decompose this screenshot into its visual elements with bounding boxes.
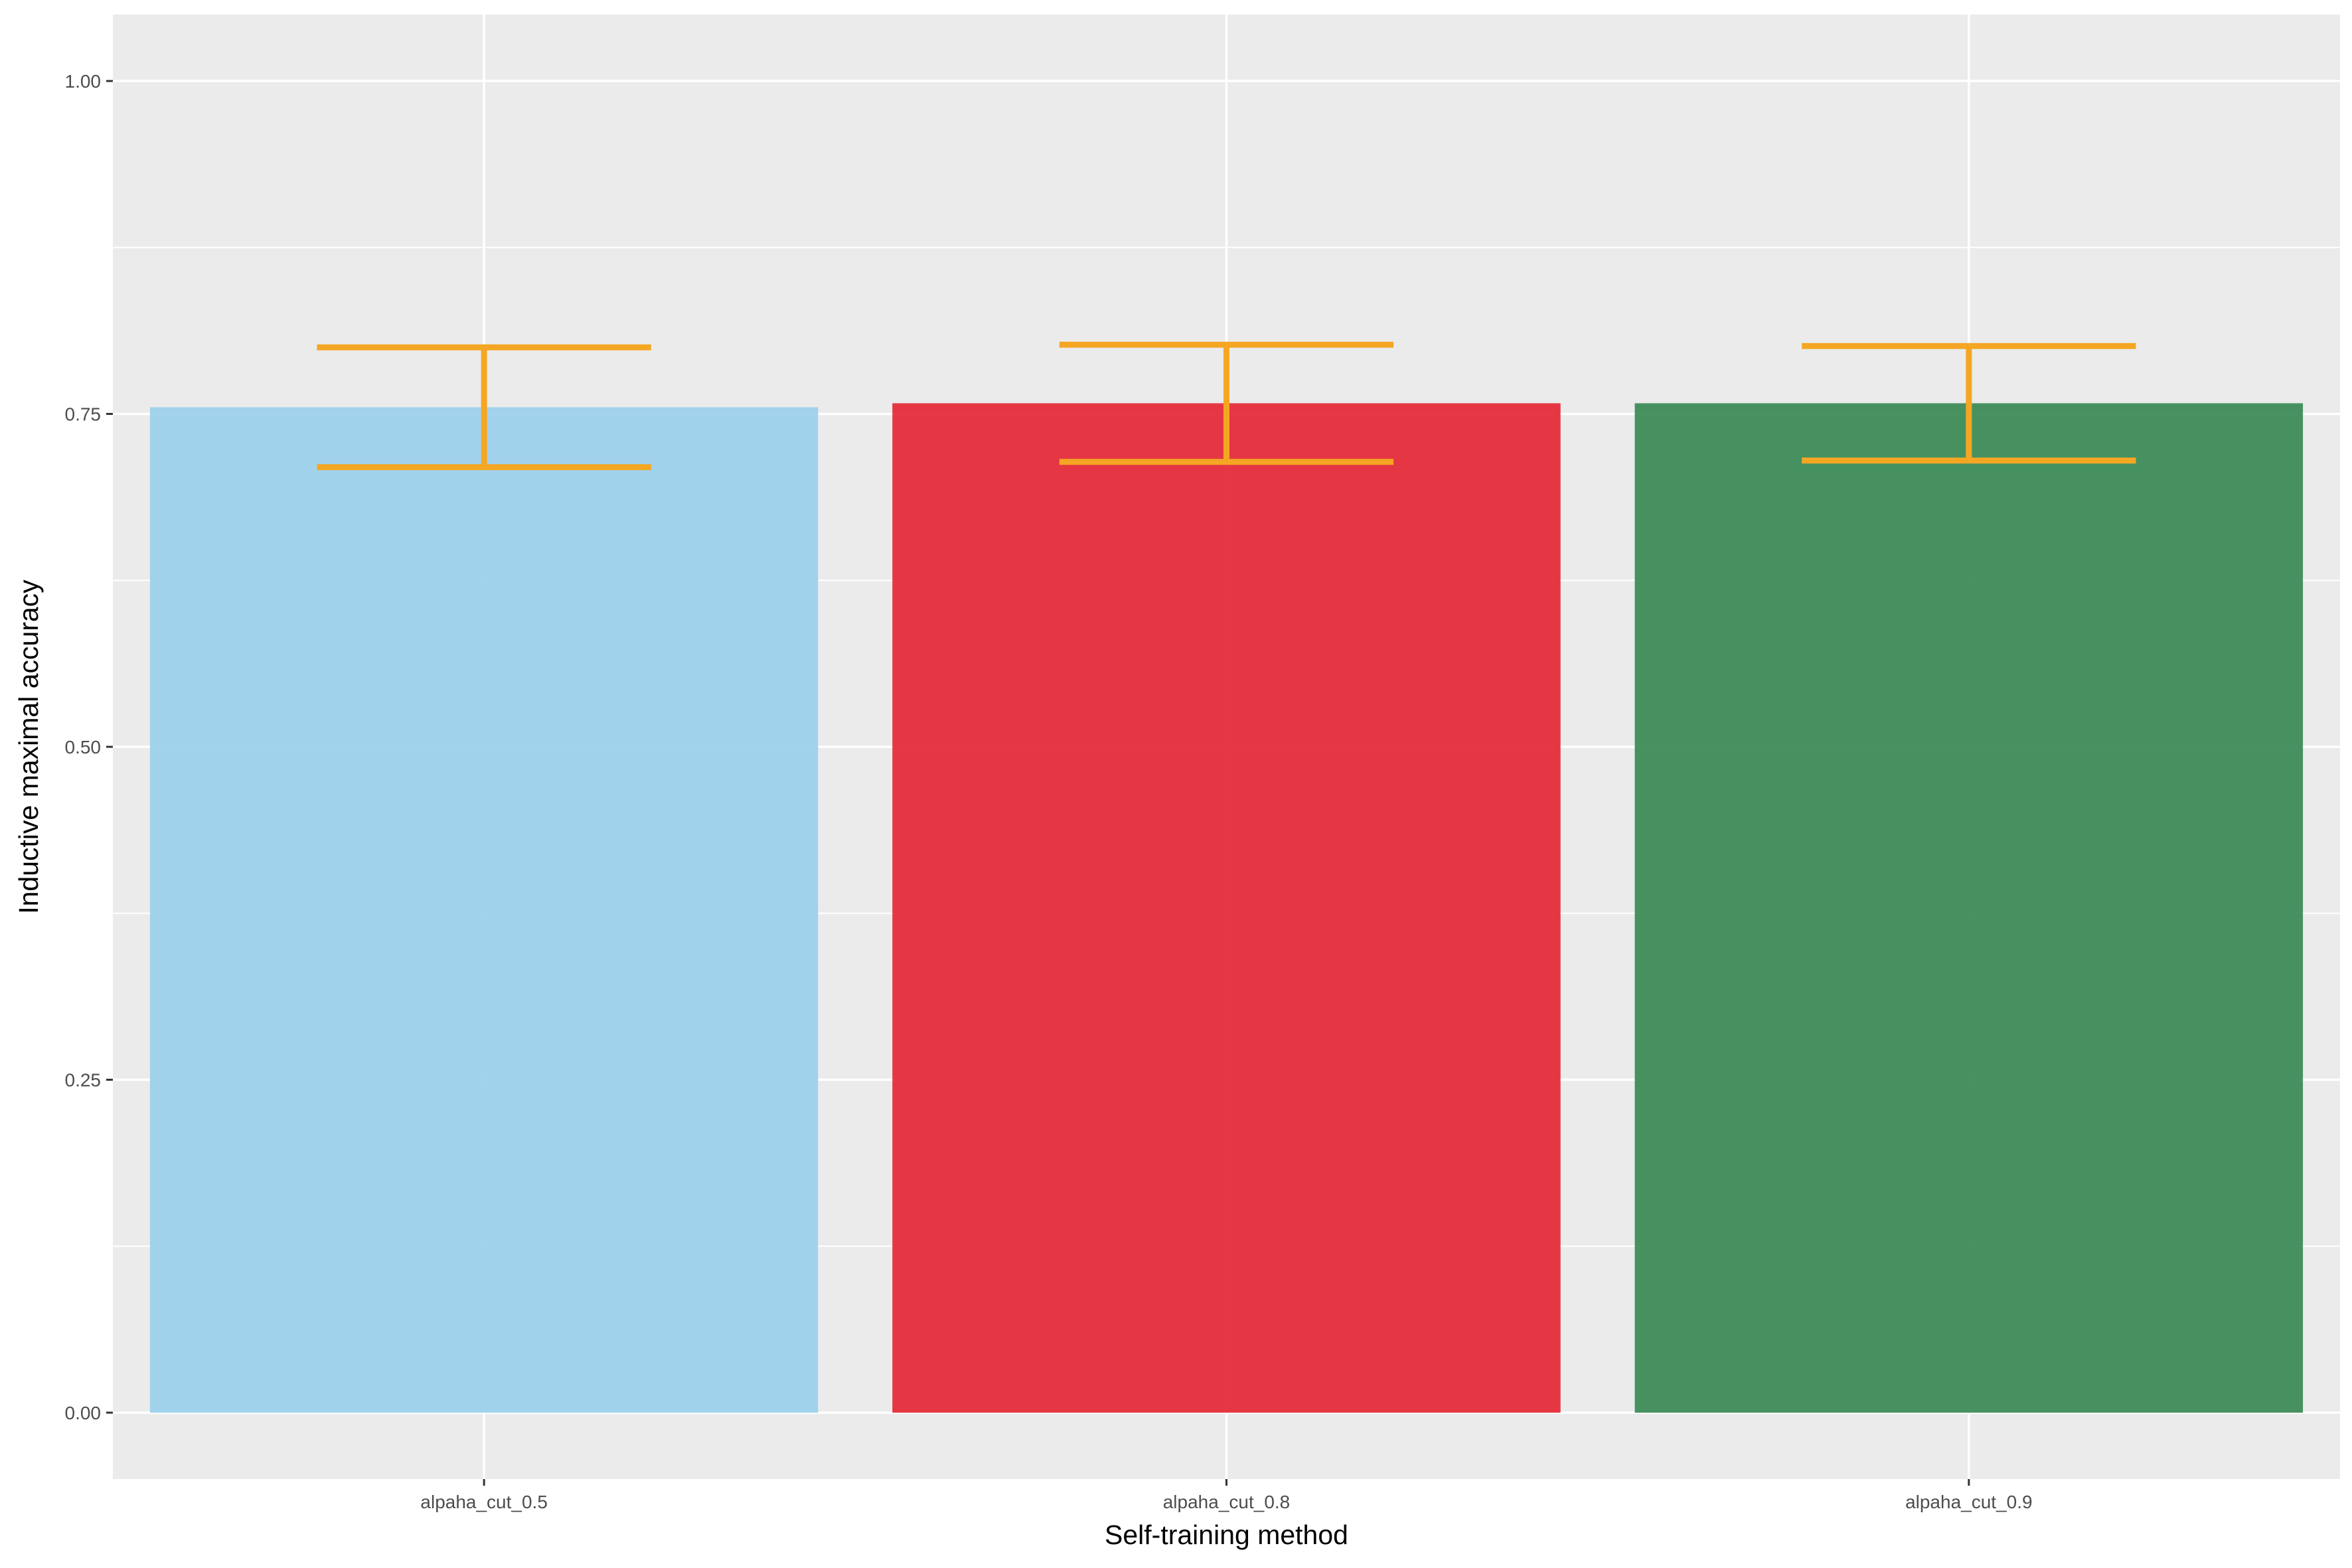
y-tick-label: 0.50 [65,737,102,757]
x-axis-title: Self-training method [1105,1520,1348,1550]
bars [149,403,2304,1413]
bar-alpaha_cut_0.9 [1634,403,2304,1413]
x-tick-label: alpaha_cut_0.5 [420,1492,548,1512]
error-bar-alpaha_cut_0.5 [317,344,651,471]
bar-alpaha_cut_0.8 [892,403,1561,1413]
bar-alpaha_cut_0.5 [149,407,819,1413]
x-tick-label: alpaha_cut_0.8 [1163,1492,1291,1512]
error-bars [317,341,2136,471]
error-bar-alpaha_cut_0.9 [1802,343,2136,464]
y-tick-label: 0.75 [65,404,102,425]
y-axis-title: Inductive maximal accuracy [13,580,44,914]
x-axis-ticks: alpaha_cut_0.5 alpaha_cut_0.8 alpaha_cut_0… [420,1479,2033,1512]
error-bar-alpaha_cut_0.8 [1059,341,1394,465]
y-axis-ticks: 0.00 0.25 0.50 0.75 1.00 [65,71,113,1423]
y-tick-label: 1.00 [65,71,102,92]
y-tick-label: 0.00 [65,1403,102,1423]
y-tick-label: 0.25 [65,1070,102,1091]
x-tick-label: alpaha_cut_0.9 [1905,1492,2033,1512]
